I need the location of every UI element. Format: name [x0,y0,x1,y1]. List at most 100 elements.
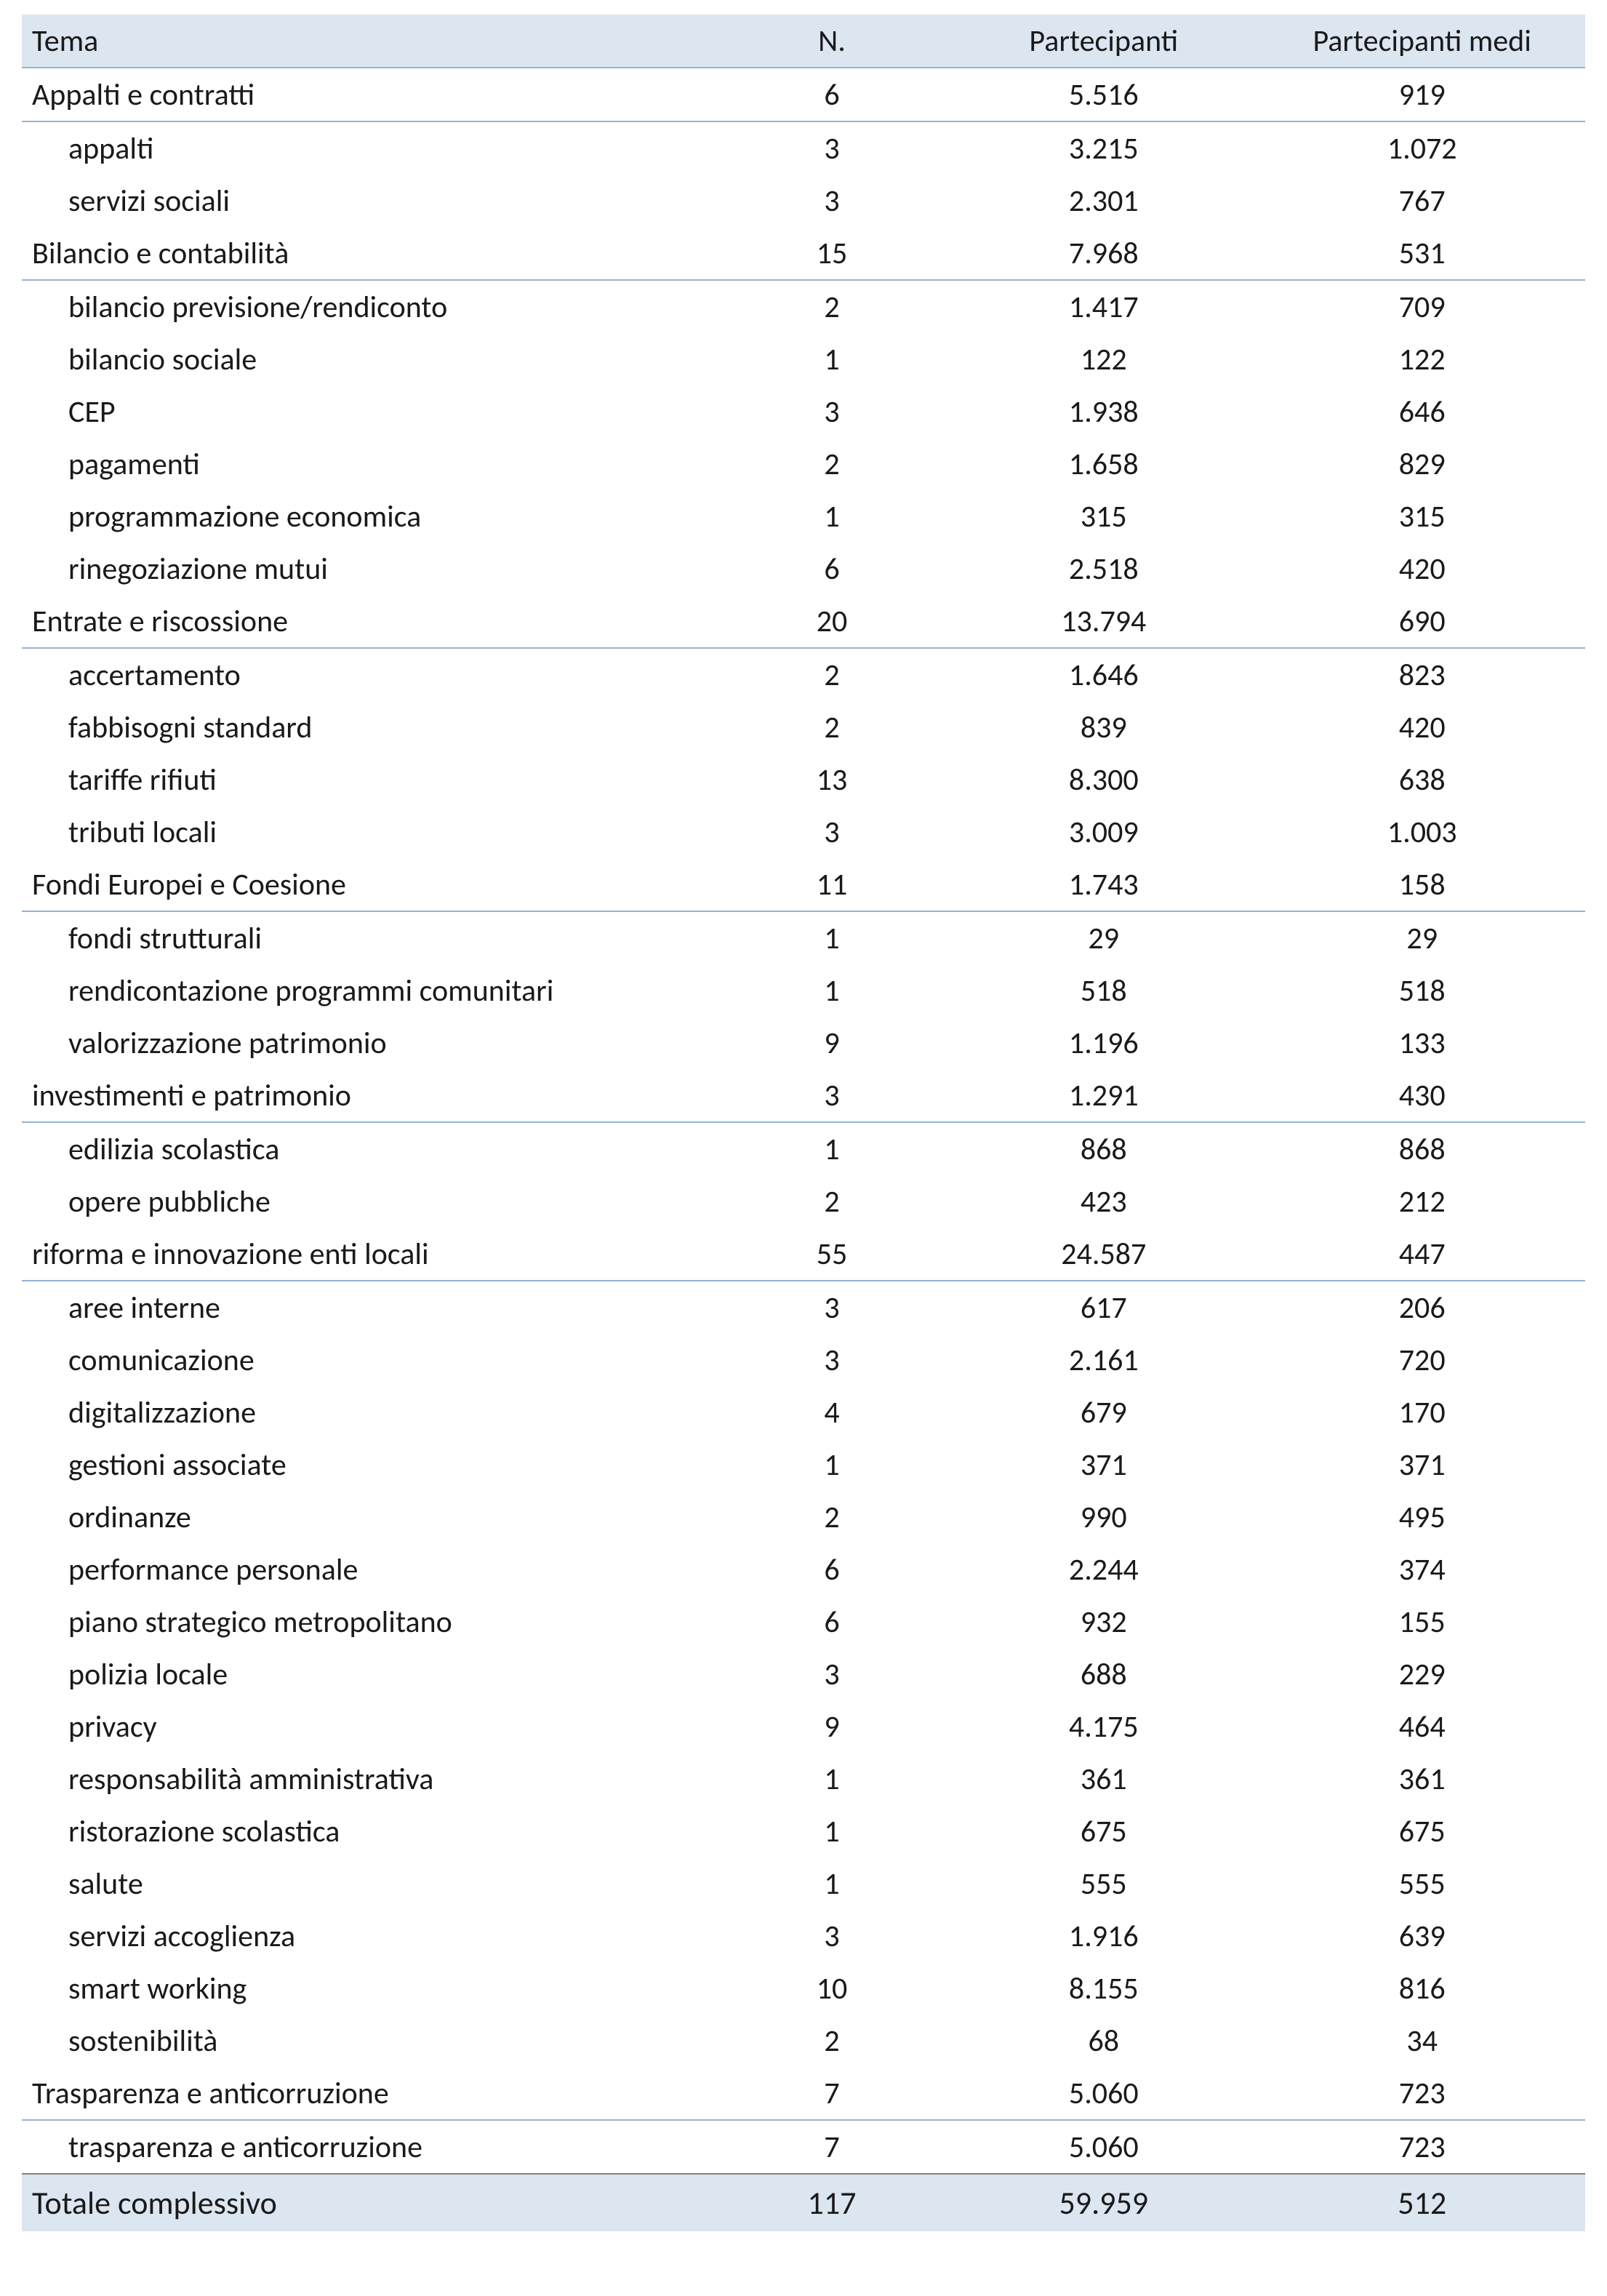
sub-row-5-8-partecipanti-medi: 464 [1259,1700,1585,1753]
sub-row-5-11-partecipanti-medi: 555 [1259,1857,1585,1910]
sub-row-5-6: piano strategico metropolitano6932155 [22,1596,1585,1648]
group-row-3-tema: Fondi Europei e Coesione [22,858,716,911]
sub-row-3-2-tema: valorizzazione patrimonio [22,1017,716,1069]
sub-row-2-1: fabbisogni standard2839420 [22,701,1585,753]
sub-row-5-9-tema: responsabilità amministrativa [22,1753,716,1805]
group-row-5-n: 55 [716,1228,948,1281]
sub-row-4-0: edilizia scolastica1868868 [22,1122,1585,1175]
sub-row-5-3-tema: gestioni associate [22,1439,716,1491]
sub-row-5-14-tema: sostenibilità [22,2015,716,2067]
sub-row-6-0-tema: trasparenza e anticorruzione [22,2120,716,2174]
sub-row-5-3-partecipanti: 371 [948,1439,1259,1491]
sub-row-5-4-partecipanti-medi: 495 [1259,1491,1585,1543]
group-row-1-n: 15 [716,227,948,280]
sub-row-0-1: servizi sociali32.301767 [22,175,1585,227]
sub-row-2-3-tema: tributi locali [22,806,716,858]
sub-row-2-2-partecipanti-medi: 638 [1259,753,1585,806]
sub-row-1-4: programmazione economica1315315 [22,490,1585,543]
sub-row-5-13-tema: smart working [22,1962,716,2015]
group-row-0: Appalti e contratti65.516919 [22,68,1585,121]
sub-row-6-0-partecipanti-medi: 723 [1259,2120,1585,2174]
sub-row-5-6-tema: piano strategico metropolitano [22,1596,716,1648]
sub-row-2-1-partecipanti-medi: 420 [1259,701,1585,753]
group-row-6-partecipanti: 5.060 [948,2067,1259,2120]
sub-row-3-1-n: 1 [716,964,948,1017]
sub-row-5-5-partecipanti-medi: 374 [1259,1543,1585,1596]
sub-row-2-3: tributi locali33.0091.003 [22,806,1585,858]
sub-row-5-14: sostenibilità26834 [22,2015,1585,2067]
sub-row-6-0-partecipanti: 5.060 [948,2120,1259,2174]
sub-row-2-0: accertamento21.646823 [22,648,1585,701]
total-row-n: 117 [716,2174,948,2231]
sub-row-0-1-partecipanti-medi: 767 [1259,175,1585,227]
sub-row-1-2-n: 3 [716,385,948,438]
sub-row-2-0-tema: accertamento [22,648,716,701]
sub-row-3-2-partecipanti: 1.196 [948,1017,1259,1069]
sub-row-2-0-partecipanti-medi: 823 [1259,648,1585,701]
sub-row-1-4-partecipanti-medi: 315 [1259,490,1585,543]
sub-row-3-0: fondi strutturali12929 [22,911,1585,964]
sub-row-5-6-partecipanti-medi: 155 [1259,1596,1585,1648]
sub-row-1-3-partecipanti: 1.658 [948,438,1259,490]
sub-row-5-11-tema: salute [22,1857,716,1910]
sub-row-5-13: smart working108.155816 [22,1962,1585,2015]
sub-row-3-0-tema: fondi strutturali [22,911,716,964]
sub-row-5-7-tema: polizia locale [22,1648,716,1700]
sub-row-5-7-partecipanti: 688 [948,1648,1259,1700]
sub-row-1-1: bilancio sociale1122122 [22,333,1585,385]
sub-row-5-0-tema: aree interne [22,1281,716,1334]
sub-row-5-3: gestioni associate1371371 [22,1439,1585,1491]
sub-row-1-0-partecipanti-medi: 709 [1259,280,1585,333]
sub-row-4-0-n: 1 [716,1122,948,1175]
sub-row-5-9-partecipanti: 361 [948,1753,1259,1805]
sub-row-0-1-n: 3 [716,175,948,227]
sub-row-5-12: servizi accoglienza31.916639 [22,1910,1585,1962]
sub-row-1-0: bilancio previsione/rendiconto21.417709 [22,280,1585,333]
sub-row-0-0: appalti33.2151.072 [22,121,1585,175]
sub-row-5-9-n: 1 [716,1753,948,1805]
total-row-partecipanti-medi: 512 [1259,2174,1585,2231]
sub-row-5-12-partecipanti-medi: 639 [1259,1910,1585,1962]
sub-row-5-10-partecipanti: 675 [948,1805,1259,1857]
sub-row-1-0-tema: bilancio previsione/rendiconto [22,280,716,333]
sub-row-5-10: ristorazione scolastica1675675 [22,1805,1585,1857]
sub-row-5-6-n: 6 [716,1596,948,1648]
sub-row-4-0-partecipanti: 868 [948,1122,1259,1175]
sub-row-0-1-partecipanti: 2.301 [948,175,1259,227]
group-row-0-partecipanti-medi: 919 [1259,68,1585,121]
sub-row-3-0-partecipanti: 29 [948,911,1259,964]
sub-row-4-0-tema: edilizia scolastica [22,1122,716,1175]
sub-row-3-2: valorizzazione patrimonio91.196133 [22,1017,1585,1069]
sub-row-3-1: rendicontazione programmi comunitari1518… [22,964,1585,1017]
sub-row-2-3-partecipanti: 3.009 [948,806,1259,858]
sub-row-1-3-partecipanti-medi: 829 [1259,438,1585,490]
table-header-row: Tema N. Partecipanti Partecipanti medi [22,15,1585,68]
sub-row-0-0-partecipanti-medi: 1.072 [1259,121,1585,175]
table-body: Appalti e contratti65.516919appalti33.21… [22,68,1585,2231]
sub-row-4-1-tema: opere pubbliche [22,1175,716,1228]
group-row-0-partecipanti: 5.516 [948,68,1259,121]
sub-row-1-3-n: 2 [716,438,948,490]
sub-row-4-1: opere pubbliche2423212 [22,1175,1585,1228]
sub-row-5-4-n: 2 [716,1491,948,1543]
sub-row-5-8-partecipanti: 4.175 [948,1700,1259,1753]
sub-row-5-2-n: 4 [716,1386,948,1439]
sub-row-5-1: comunicazione32.161720 [22,1334,1585,1386]
sub-row-1-3-tema: pagamenti [22,438,716,490]
sub-row-1-4-partecipanti: 315 [948,490,1259,543]
sub-row-3-0-partecipanti-medi: 29 [1259,911,1585,964]
sub-row-1-5: rinegoziazione mutui62.518420 [22,543,1585,595]
sub-row-5-9: responsabilità amministrativa1361361 [22,1753,1585,1805]
sub-row-5-14-partecipanti: 68 [948,2015,1259,2067]
sub-row-5-2-partecipanti: 679 [948,1386,1259,1439]
group-row-6-tema: Trasparenza e anticorruzione [22,2067,716,2120]
group-row-4-partecipanti-medi: 430 [1259,1069,1585,1122]
sub-row-1-0-n: 2 [716,280,948,333]
sub-row-5-4: ordinanze2990495 [22,1491,1585,1543]
sub-row-5-2-partecipanti-medi: 170 [1259,1386,1585,1439]
sub-row-4-0-partecipanti-medi: 868 [1259,1122,1585,1175]
sub-row-2-0-n: 2 [716,648,948,701]
total-row-tema: Totale complessivo [22,2174,716,2231]
sub-row-5-8: privacy94.175464 [22,1700,1585,1753]
sub-row-0-0-partecipanti: 3.215 [948,121,1259,175]
